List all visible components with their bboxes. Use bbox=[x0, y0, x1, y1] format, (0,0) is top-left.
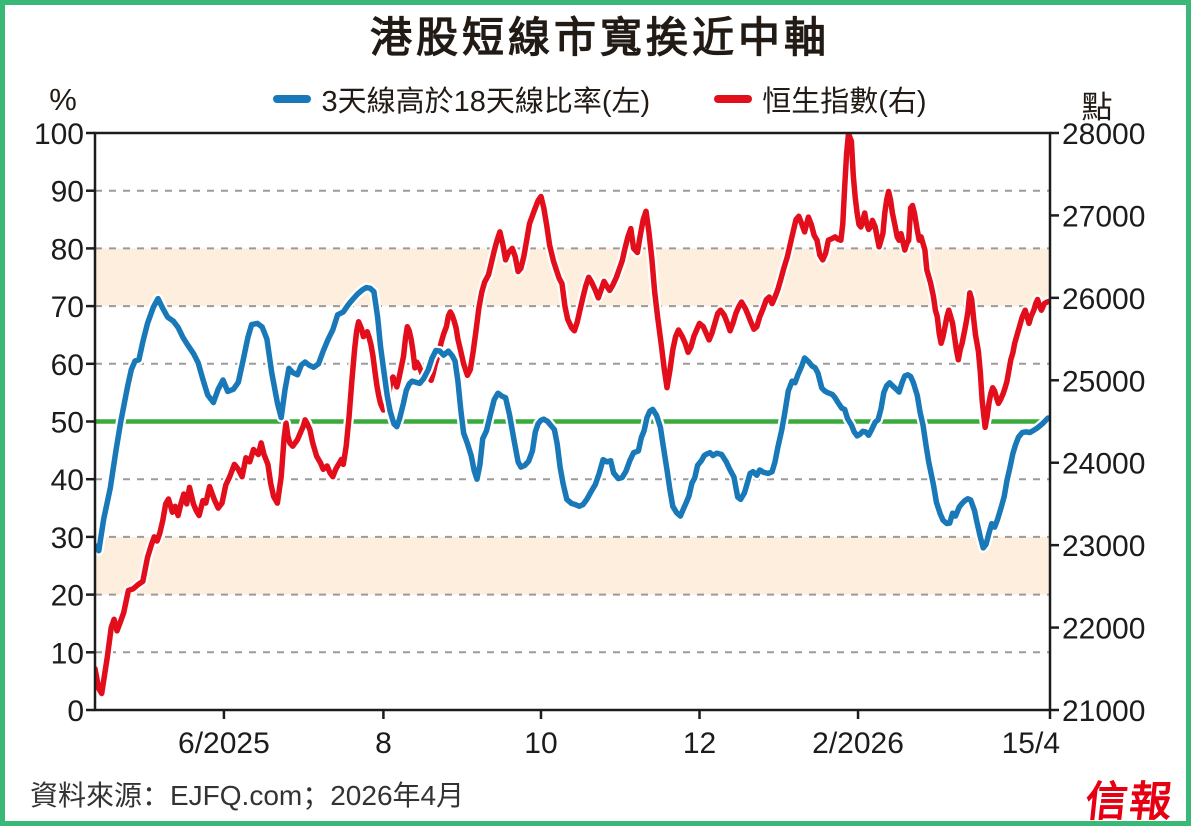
left-tick-label: 70 bbox=[51, 291, 84, 324]
legend-item-hsi: 恒生指數(右) bbox=[714, 78, 927, 120]
reference-band bbox=[95, 536, 1050, 595]
reference-band bbox=[95, 248, 1050, 307]
series-group bbox=[95, 133, 1050, 699]
left-tick-label: 10 bbox=[51, 637, 84, 670]
right-tick-label: 25000 bbox=[1062, 365, 1145, 398]
legend-label-breadth: 3天線高於18天線比率(左) bbox=[321, 86, 651, 118]
series-hsi-line bbox=[95, 133, 1050, 697]
right-tick-label: 22000 bbox=[1062, 613, 1145, 646]
series-hsi-line-casing bbox=[95, 133, 1050, 699]
left-tick-label: 100 bbox=[34, 118, 84, 151]
left-tick-label: 20 bbox=[51, 580, 84, 613]
source-note: 資料來源：EJFQ.com；2026年4月 bbox=[30, 780, 465, 811]
legend: 3天線高於18天線比率(左) 恒生指數(右) bbox=[0, 80, 1200, 118]
x-tick-label: 12 bbox=[683, 727, 716, 760]
page-title: 港股短線市寬挨近中軸 bbox=[369, 14, 830, 61]
x-tick-label: 15/4 bbox=[1002, 727, 1060, 760]
hkej-logo: 信報 bbox=[1083, 780, 1176, 826]
left-tick-label: 80 bbox=[51, 233, 84, 266]
right-tick-label: 24000 bbox=[1062, 448, 1145, 481]
right-tick-label: 21000 bbox=[1062, 695, 1145, 728]
right-tick-label: 23000 bbox=[1062, 530, 1145, 563]
left-tick-label: 90 bbox=[51, 176, 84, 209]
x-tick-label: 2/2026 bbox=[812, 727, 904, 760]
legend-dash-red-icon bbox=[714, 95, 753, 103]
legend-dash-blue-icon bbox=[273, 95, 312, 103]
right-tick-label: 27000 bbox=[1062, 200, 1145, 233]
right-tick-label: 28000 bbox=[1062, 118, 1145, 151]
x-tick-label: 6/2025 bbox=[178, 727, 270, 760]
left-tick-label: 50 bbox=[51, 407, 84, 440]
x-tick-label: 10 bbox=[524, 727, 557, 760]
left-tick-label: 0 bbox=[67, 695, 84, 728]
legend-item-breadth: 3天線高於18天線比率(左) bbox=[273, 78, 650, 120]
x-tick-label: 8 bbox=[375, 727, 392, 760]
left-tick-label: 60 bbox=[51, 349, 84, 382]
left-tick-label: 40 bbox=[51, 464, 84, 497]
series-breadth-line bbox=[95, 284, 1050, 554]
left-axis-unit: % bbox=[49, 82, 77, 117]
right-axis-unit: 點 bbox=[1081, 90, 1113, 125]
left-tick-label: 30 bbox=[51, 522, 84, 555]
right-tick-label: 26000 bbox=[1062, 283, 1145, 316]
legend-label-hsi: 恒生指數(右) bbox=[762, 86, 927, 118]
